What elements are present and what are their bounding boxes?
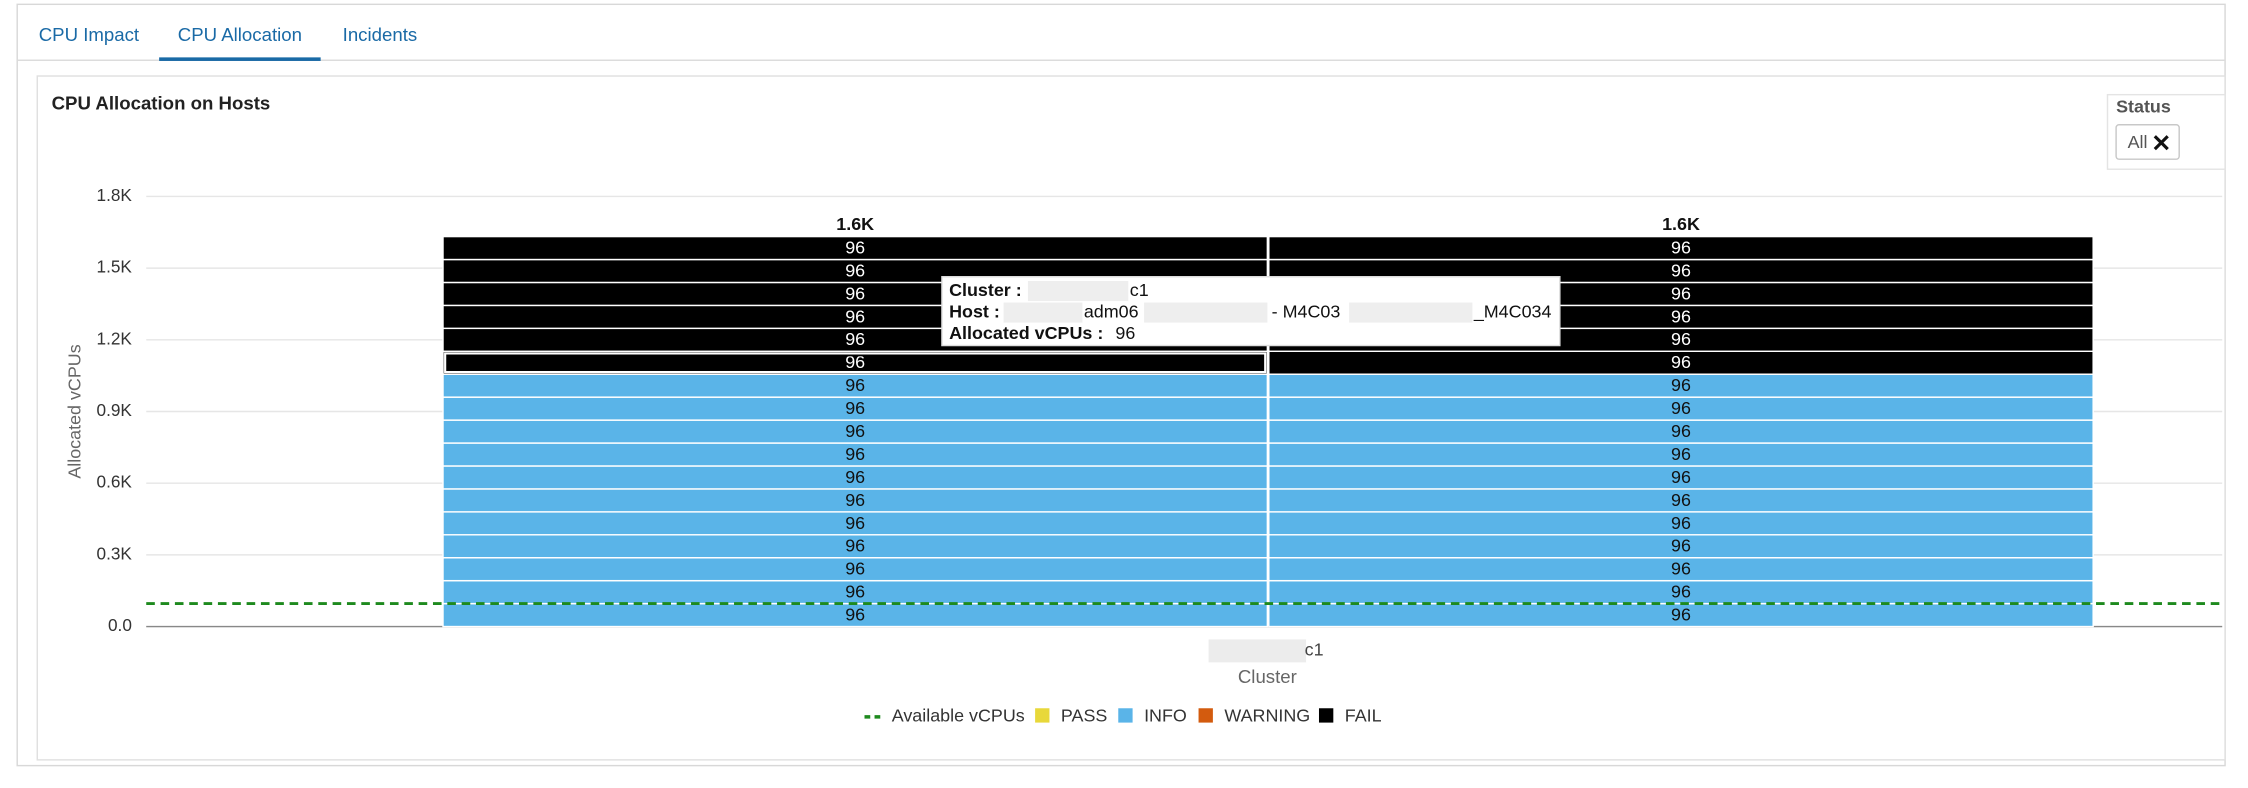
legend-swatch [1198, 708, 1213, 723]
filter-clear-icon[interactable] [2153, 135, 2169, 151]
filter-value: All [2128, 132, 2148, 152]
tooltip-value: 96 [1115, 323, 1135, 343]
segment-label: 96 [1671, 536, 1691, 556]
segment-label: 96 [845, 536, 865, 556]
tab[interactable]: CPU Allocation [178, 24, 302, 45]
filter-label: Status [2116, 96, 2171, 116]
redacted [1027, 281, 1129, 302]
segment-label: 96 [845, 329, 865, 349]
segment-label: 96 [845, 444, 865, 464]
tooltip-label: Host : [949, 301, 1000, 321]
legend-swatch [1318, 708, 1334, 723]
segment-label: 96 [845, 513, 865, 533]
filter-chip[interactable] [2115, 124, 2180, 160]
tooltip-value: - M4C03 [1272, 301, 1341, 321]
segment-label: 96 [1671, 559, 1691, 579]
bar-segment [1268, 235, 2094, 261]
segment-label: 96 [1671, 329, 1691, 349]
y-tick-label: 1.5K [97, 257, 133, 277]
legend-label: Available vCPUs [892, 706, 1025, 726]
segment-label: 96 [1671, 352, 1691, 372]
tooltip-value: _M4C034 [1473, 301, 1552, 322]
segment-highlight [444, 352, 1267, 374]
redacted [1208, 639, 1307, 663]
tab[interactable]: Incidents [343, 24, 418, 45]
segment-label: 96 [1671, 306, 1691, 326]
segment-label: 96 [1671, 375, 1691, 395]
panel-title: CPU Allocation on Hosts [52, 93, 271, 114]
tooltip-label: Cluster : [949, 280, 1022, 300]
segment-label: 96 [845, 582, 865, 602]
bar-total-label: 1.6K [1662, 214, 1700, 234]
tab-active-indicator [159, 57, 321, 61]
segment-label: 96 [845, 559, 865, 579]
segment-label: 96 [1671, 582, 1691, 602]
segment-label: 96 [845, 260, 865, 280]
segment-label: 96 [845, 352, 865, 372]
tooltip-value: adm06 [1084, 301, 1139, 321]
tooltip-label: Allocated vCPUs : [949, 323, 1103, 343]
redacted [1349, 302, 1473, 323]
segment-label: 96 [1671, 421, 1691, 441]
tooltip-value: c1 [1130, 280, 1149, 300]
legend-label: PASS [1061, 706, 1107, 726]
bar-segment [442, 235, 1269, 261]
segment-label: 96 [845, 306, 865, 326]
bar-total-label: 1.6K [836, 214, 874, 234]
legend-swatch [1118, 708, 1133, 723]
segment-label: 96 [1671, 490, 1691, 510]
segment-label: 96 [845, 238, 865, 258]
legend-label: FAIL [1345, 706, 1382, 726]
segment-label: 96 [1671, 398, 1691, 418]
segment-label: 96 [1671, 513, 1691, 533]
segment-label: 96 [1671, 444, 1691, 464]
y-tick-label: 0.3K [97, 543, 133, 563]
legend-label: WARNING [1224, 706, 1310, 726]
y-tick-label: 1.8K [97, 185, 133, 205]
legend-label: INFO [1144, 706, 1187, 726]
segment-label: 96 [845, 490, 865, 510]
y-tick-label: 1.2K [97, 328, 133, 348]
segment-label: 96 [1671, 238, 1691, 258]
segment-label: 96 [845, 467, 865, 487]
segment-label: 96 [1671, 467, 1691, 487]
redacted [1144, 302, 1268, 323]
tab[interactable]: CPU Impact [39, 24, 140, 45]
y-axis-title: Allocated vCPUs [65, 344, 85, 478]
segment-label: 96 [845, 421, 865, 441]
x-axis-title: Cluster [1238, 666, 1297, 687]
y-tick-label: 0.9K [97, 400, 133, 420]
y-tick-label: 0.0 [108, 615, 132, 635]
segment-label: 96 [845, 375, 865, 395]
segment-highlight-inner [446, 354, 1264, 371]
segment-label: 96 [845, 283, 865, 303]
segment-label: 96 [1671, 605, 1691, 625]
segment-label: 96 [1671, 283, 1691, 303]
redacted [1003, 302, 1083, 323]
legend-swatch [1035, 708, 1050, 723]
y-tick-label: 0.6K [97, 472, 133, 492]
segment-label: 96 [845, 398, 865, 418]
segment-label: 96 [1671, 260, 1691, 280]
segment-label: 96 [845, 605, 865, 625]
x-tick-label: c1 [1305, 640, 1324, 660]
